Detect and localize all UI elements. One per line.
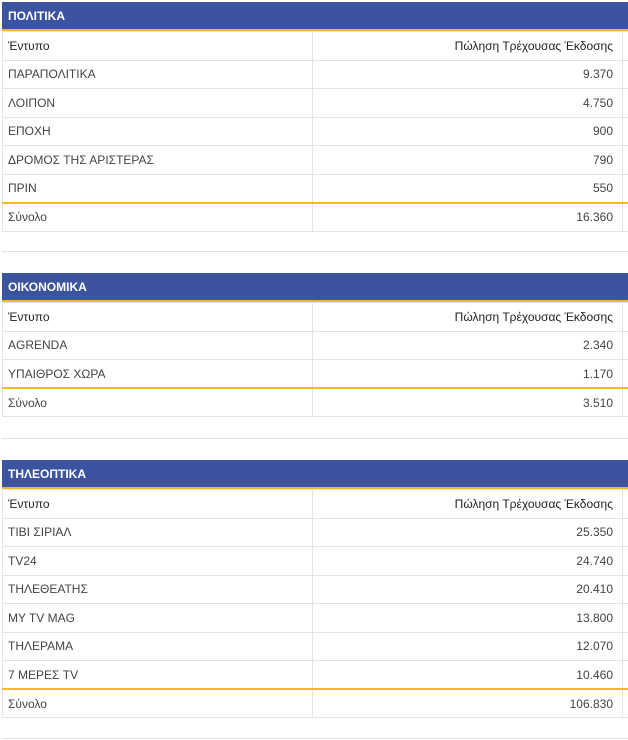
publication-name: TV24 [2,546,313,576]
publication-name: AGRENDA [2,330,313,360]
sales-value: 25.350 [312,517,623,547]
table-header-row: Έντυπο Πώληση Τρέχουσας Έκδοσης [2,489,628,519]
table-row: ΥΠΑΙΘΡΟΣ ΧΩΡΑ 1.170 [2,359,628,389]
sales-value: 10.460 [312,660,623,690]
publication-name: 7 ΜΕΡΕΣ TV [2,660,313,690]
table-edge [622,688,628,718]
total-label: Σύνολο [2,688,313,718]
total-row: Σύνολο 106.830 [2,688,628,718]
table-edge [622,201,628,232]
column-header-sales: Πώληση Τρέχουσας Έκδοσης [312,302,623,332]
table-row: AGRENDA 2.340 [2,330,628,360]
table-edge [622,330,628,360]
total-row: Σύνολο 16.360 [2,201,628,232]
sales-value: 20.410 [312,574,623,604]
publication-name: ΛΟΙΠΟΝ [2,88,313,118]
table-edge [622,546,628,576]
table-edge [622,517,628,547]
table-row: ΤΗΛΕΘΕΑΤΗΣ 20.410 [2,574,628,604]
table-edge [622,387,628,417]
total-value: 106.830 [312,688,623,718]
section-title: ΠΟΛΙΤΙΚΑ [2,2,628,31]
total-label: Σύνολο [2,387,313,417]
table-edge [622,88,628,118]
column-header-publication: Έντυπο [2,302,313,332]
total-value: 3.510 [312,387,623,417]
table-edge [622,59,628,89]
table-row: ΤΙΒΙ ΣΙΡΙΑΛ 25.350 [2,517,628,547]
column-header-sales: Πώληση Τρέχουσας Έκδοσης [312,31,623,61]
section-title: ΟΙΚΟΝΟΜΙΚΑ [2,273,628,302]
table-edge [622,574,628,604]
sales-value: 900 [312,116,623,146]
sales-table: Έντυπο Πώληση Τρέχουσας Έκδοσης ΤΙΒΙ ΣΙΡ… [2,489,628,718]
sales-value: 790 [312,145,623,175]
table-edge [622,31,628,61]
table-row: 7 ΜΕΡΕΣ TV 10.460 [2,660,628,690]
table-edge [622,173,628,203]
table-edge [622,660,628,690]
sales-value: 4.750 [312,88,623,118]
section-title: ΤΗΛΕΟΠΤΙΚΑ [2,460,628,489]
sales-value: 2.340 [312,330,623,360]
table-edge [622,603,628,633]
table-edge [622,631,628,661]
total-value: 16.360 [312,201,623,232]
publication-name: ΠΑΡΑΠΟΛΙΤΙΚΑ [2,59,313,89]
table-edge [622,116,628,146]
table-edge [622,302,628,332]
publication-name: ΤΗΛΕΡΑΜΑ [2,631,313,661]
table-row: TV24 24.740 [2,546,628,576]
section-divider [2,251,628,252]
table-row: ΔΡΟΜΟΣ ΤΗΣ ΑΡΙΣΤΕΡΑΣ 790 [2,145,628,175]
publication-name: ΤΗΛΕΘΕΑΤΗΣ [2,574,313,604]
table-header-row: Έντυπο Πώληση Τρέχουσας Έκδοσης [2,31,628,61]
table-row: MY TV MAG 13.800 [2,603,628,633]
sales-value: 9.370 [312,59,623,89]
total-row: Σύνολο 3.510 [2,387,628,417]
sales-value: 24.740 [312,546,623,576]
table-row: ΠΑΡΑΠΟΛΙΤΙΚΑ 9.370 [2,59,628,89]
table-row: ΠΡΙΝ 550 [2,173,628,203]
table-row: ΤΗΛΕΡΑΜΑ 12.070 [2,631,628,661]
column-header-publication: Έντυπο [2,489,313,519]
column-header-publication: Έντυπο [2,31,313,61]
section-tileoptika: ΤΗΛΕΟΠΤΙΚΑ Έντυπο Πώληση Τρέχουσας Έκδοσ… [2,460,628,718]
table-row: ΕΠΟΧΗ 900 [2,116,628,146]
publication-name: MY TV MAG [2,603,313,633]
table-edge [622,359,628,389]
sales-table: Έντυπο Πώληση Τρέχουσας Έκδοσης AGRENDA … [2,302,628,417]
column-header-sales: Πώληση Τρέχουσας Έκδοσης [312,489,623,519]
publication-name: ΠΡΙΝ [2,173,313,203]
sales-table: Έντυπο Πώληση Τρέχουσας Έκδοσης ΠΑΡΑΠΟΛΙ… [2,31,628,232]
publication-name: ΤΙΒΙ ΣΙΡΙΑΛ [2,517,313,547]
sales-value: 12.070 [312,631,623,661]
table-edge [622,145,628,175]
section-divider [2,738,628,739]
publication-name: ΥΠΑΙΘΡΟΣ ΧΩΡΑ [2,359,313,389]
sales-value: 13.800 [312,603,623,633]
publication-name: ΕΠΟΧΗ [2,116,313,146]
section-divider [2,438,628,439]
total-label: Σύνολο [2,201,313,232]
table-row: ΛΟΙΠΟΝ 4.750 [2,88,628,118]
table-header-row: Έντυπο Πώληση Τρέχουσας Έκδοσης [2,302,628,332]
section-politika: ΠΟΛΙΤΙΚΑ Έντυπο Πώληση Τρέχουσας Έκδοσης… [2,2,628,232]
section-oikonomika: ΟΙΚΟΝΟΜΙΚΑ Έντυπο Πώληση Τρέχουσας Έκδοσ… [2,273,628,417]
sales-value: 1.170 [312,359,623,389]
table-edge [622,489,628,519]
sales-value: 550 [312,173,623,203]
publication-name: ΔΡΟΜΟΣ ΤΗΣ ΑΡΙΣΤΕΡΑΣ [2,145,313,175]
